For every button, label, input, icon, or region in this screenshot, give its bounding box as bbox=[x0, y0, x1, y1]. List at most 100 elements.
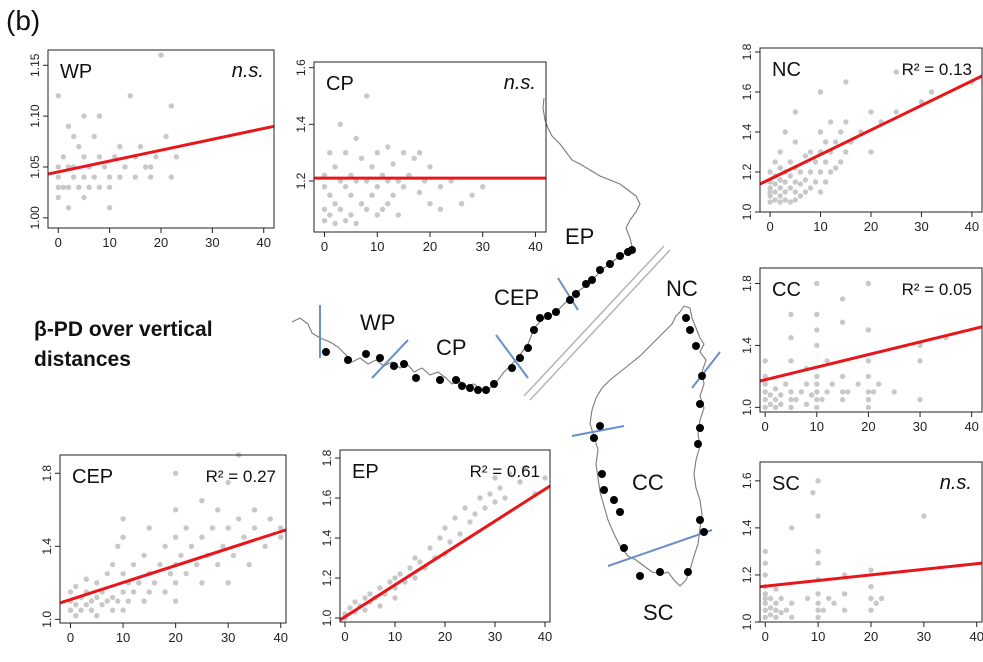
data-point bbox=[411, 155, 417, 161]
data-point bbox=[106, 205, 113, 211]
data-point bbox=[797, 181, 804, 187]
x-tick-label: 40 bbox=[256, 235, 270, 250]
data-point bbox=[81, 113, 87, 119]
region-divider bbox=[691, 351, 721, 389]
panel-stat-label: n.s. bbox=[940, 472, 972, 494]
x-tick-label: 30 bbox=[205, 235, 219, 250]
data-point bbox=[865, 358, 872, 364]
data-point bbox=[163, 133, 169, 140]
sampling-site-dot bbox=[588, 276, 596, 284]
x-tick-label: 0 bbox=[762, 629, 769, 644]
data-point bbox=[480, 184, 486, 190]
sampling-site-dot bbox=[616, 508, 624, 516]
sampling-site-dot bbox=[544, 312, 552, 320]
data-point bbox=[865, 327, 872, 333]
sampling-site-dot bbox=[572, 290, 580, 298]
data-point bbox=[762, 607, 768, 613]
sampling-site-dot bbox=[530, 326, 538, 334]
data-point bbox=[782, 129, 788, 135]
data-point bbox=[332, 201, 338, 207]
data-point bbox=[817, 169, 824, 175]
x-tick-label: 10 bbox=[388, 629, 402, 644]
separator-line bbox=[523, 245, 665, 397]
data-point bbox=[815, 600, 821, 606]
y-tick-label: 1.4 bbox=[320, 529, 334, 546]
data-point bbox=[452, 515, 458, 521]
y-tick-label: 1.2 bbox=[740, 163, 754, 180]
x-tick-label: 20 bbox=[864, 219, 878, 234]
data-point bbox=[225, 525, 231, 531]
data-point bbox=[841, 607, 848, 613]
data-point bbox=[88, 598, 95, 604]
data-point bbox=[802, 177, 809, 183]
data-point bbox=[542, 475, 548, 481]
data-point bbox=[73, 602, 79, 608]
data-point bbox=[767, 595, 774, 602]
data-point bbox=[96, 154, 103, 160]
regression-line bbox=[59, 528, 287, 605]
data-point bbox=[416, 189, 423, 195]
sampling-site-dot bbox=[692, 342, 700, 350]
data-point bbox=[762, 396, 768, 403]
data-point bbox=[73, 583, 79, 590]
data-point bbox=[385, 144, 391, 150]
data-point bbox=[802, 153, 809, 159]
data-point bbox=[168, 174, 174, 180]
data-point bbox=[815, 478, 821, 484]
data-point bbox=[390, 192, 396, 198]
sampling-site-dot bbox=[620, 544, 628, 552]
data-point bbox=[822, 179, 829, 185]
data-point bbox=[99, 602, 105, 608]
data-point bbox=[788, 311, 794, 318]
data-point bbox=[482, 505, 488, 511]
data-point bbox=[412, 555, 418, 561]
data-point bbox=[251, 525, 258, 531]
data-point bbox=[803, 381, 810, 387]
data-point bbox=[917, 342, 923, 349]
data-point bbox=[792, 139, 798, 145]
data-point bbox=[777, 149, 783, 155]
y-tick-label: 1.4 bbox=[740, 519, 754, 536]
data-point bbox=[762, 572, 768, 578]
data-point bbox=[789, 525, 795, 531]
data-point bbox=[868, 567, 874, 573]
data-point bbox=[437, 535, 443, 541]
data-point bbox=[777, 185, 783, 191]
regression-line bbox=[339, 484, 551, 622]
data-point bbox=[225, 580, 231, 586]
data-point bbox=[839, 319, 846, 325]
data-point bbox=[767, 189, 773, 195]
data-point bbox=[390, 161, 396, 167]
y-tick-label: 1.2 bbox=[294, 172, 308, 189]
data-point bbox=[841, 591, 848, 597]
data-point bbox=[427, 201, 433, 207]
data-point bbox=[55, 174, 61, 180]
data-point bbox=[120, 516, 126, 522]
panel-region-label: NC bbox=[772, 59, 801, 81]
data-point bbox=[822, 159, 829, 165]
x-tick-label: 10 bbox=[102, 235, 116, 250]
sampling-site-dot bbox=[566, 296, 574, 304]
data-point bbox=[106, 174, 113, 180]
data-point bbox=[467, 519, 473, 525]
data-point bbox=[767, 392, 773, 398]
data-point bbox=[115, 543, 121, 549]
data-point bbox=[522, 465, 528, 471]
data-point bbox=[827, 169, 834, 175]
data-point bbox=[132, 174, 138, 180]
data-point bbox=[788, 396, 794, 403]
data-point bbox=[762, 600, 768, 606]
y-tick-label: 1.2 bbox=[740, 566, 754, 583]
data-point bbox=[437, 184, 444, 190]
data-point bbox=[416, 150, 423, 156]
data-point bbox=[109, 607, 116, 613]
sampling-site-dot bbox=[616, 252, 624, 260]
data-point bbox=[374, 150, 380, 156]
data-point bbox=[773, 614, 779, 620]
panel-stat-label: n.s. bbox=[504, 72, 536, 94]
data-point bbox=[162, 589, 168, 595]
data-point bbox=[767, 185, 773, 191]
data-point bbox=[815, 591, 821, 597]
data-point bbox=[65, 205, 72, 211]
data-point bbox=[839, 296, 846, 302]
